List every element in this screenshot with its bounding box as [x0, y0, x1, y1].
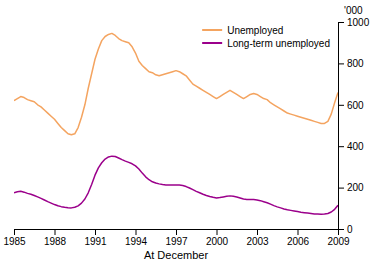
y-tick: 200	[338, 182, 364, 193]
y-tick-label: 400	[347, 141, 364, 152]
y-tick: 800	[338, 58, 364, 69]
x-tick-mark	[257, 229, 258, 235]
x-tick-label: 2000	[206, 236, 229, 247]
y-tick: 1000	[338, 17, 370, 28]
x-tick-label: 1994	[125, 236, 148, 247]
x-tick-mark	[217, 229, 218, 235]
lines	[14, 33, 338, 214]
x-tick-label: 2009	[327, 236, 350, 247]
plot-area: 1985 1988 1991 1994 1997 2000 2003 2006 20090 200…	[3, 5, 369, 261]
x-axis-line	[15, 230, 339, 236]
x-tick-label: 2003	[246, 236, 269, 247]
y-tick: 400	[338, 141, 364, 152]
legend-swatch	[202, 29, 222, 31]
x-tick-mark	[95, 229, 96, 235]
y-axis-title: '000	[344, 5, 363, 16]
chart: 1985 1988 1991 1994 1997 2000 2003 2006 20090 200…	[0, 0, 378, 265]
legend-swatch	[202, 42, 222, 44]
x-tick: 2006	[287, 229, 310, 247]
x-tick-label: 1988	[44, 236, 67, 247]
y-tick-label: 800	[347, 58, 364, 69]
x-tick-mark	[176, 229, 177, 235]
x-tick: 2003	[246, 229, 269, 247]
y-axis-line	[339, 23, 345, 230]
y-tick-label: 600	[347, 100, 364, 111]
x-tick-mark	[55, 229, 56, 235]
x-tick-label: 1997	[165, 236, 188, 247]
x-tick-mark	[298, 229, 299, 235]
x-axis: 1985 1988 1991 1994 1997 2000 2003 2006 2009	[3, 229, 350, 247]
x-tick-label: 1985	[3, 236, 26, 247]
x-tick: 1991	[84, 229, 107, 247]
legend-item: Unemployed	[202, 25, 283, 36]
x-tick-label: 2006	[287, 236, 310, 247]
y-tick-mark	[338, 22, 344, 23]
y-tick-mark	[338, 188, 344, 189]
y-tick-label: 200	[347, 182, 364, 193]
legend-label: Unemployed	[227, 25, 283, 36]
x-axis-title: At December	[144, 249, 209, 261]
y-tick-mark	[338, 63, 344, 64]
y-tick-label: 0	[347, 224, 353, 235]
series-line	[14, 33, 338, 134]
x-tick: 1997	[165, 229, 188, 247]
legend: Unemployed Long-term unemployed	[202, 25, 330, 49]
x-tick: 2000	[206, 229, 229, 247]
y-axis: 0 200 400 600 800 1000	[338, 17, 370, 235]
y-tick-mark	[338, 105, 344, 106]
y-tick-label: 1000	[347, 17, 370, 28]
series-line	[14, 156, 338, 214]
y-tick: 600	[338, 100, 364, 111]
x-tick-mark	[136, 229, 137, 235]
legend-item: Long-term unemployed	[202, 38, 330, 49]
x-tick: 1988	[44, 229, 67, 247]
x-tick: 1994	[125, 229, 148, 247]
x-tick: 1985	[3, 229, 26, 247]
y-tick: 0	[338, 224, 353, 235]
y-tick-mark	[338, 229, 344, 230]
x-tick-label: 1991	[84, 236, 107, 247]
x-tick-mark	[14, 229, 15, 235]
legend-label: Long-term unemployed	[227, 38, 330, 49]
y-tick-mark	[338, 146, 344, 147]
